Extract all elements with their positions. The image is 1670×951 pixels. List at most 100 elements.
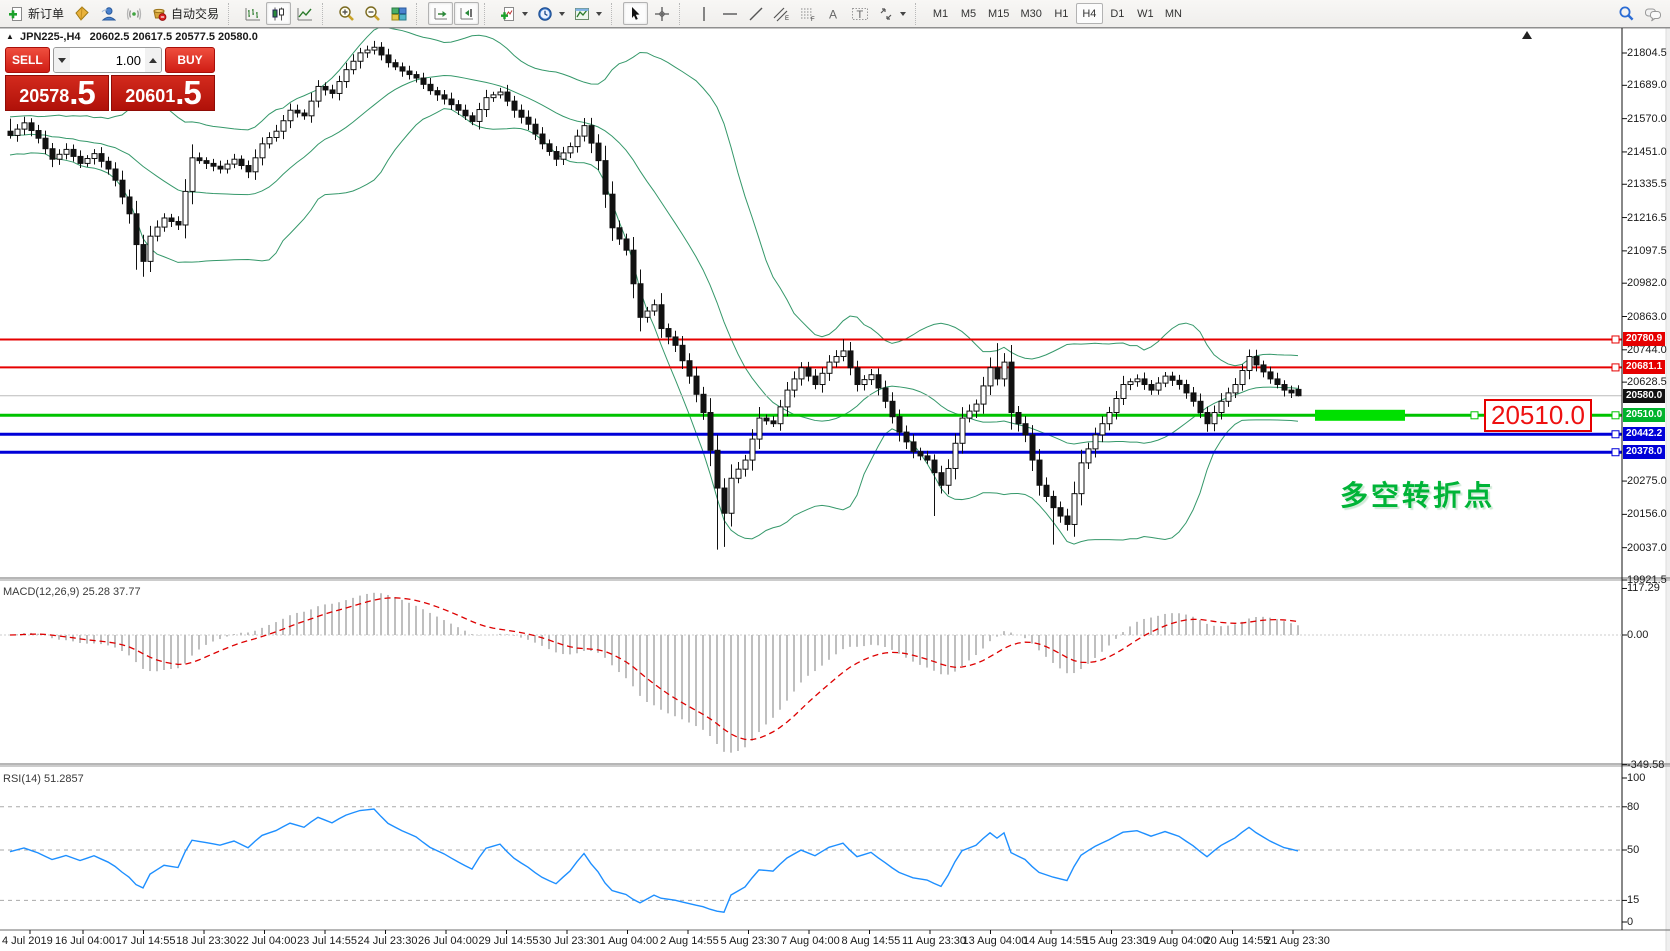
time-axis-label: 14 Aug 14:55 (1023, 935, 1088, 947)
price-tick-label: 19921.5 (1627, 574, 1667, 586)
svg-text:E: E (785, 16, 789, 22)
fibonacci-tool-button[interactable]: F (795, 2, 820, 25)
price-tick-label: 20628.5 (1627, 376, 1667, 389)
line-anchor-handle (1611, 411, 1620, 420)
support-highlight-rect (1315, 409, 1405, 421)
timeframe-button-h1[interactable]: H1 (1048, 3, 1075, 24)
volume-increase-button[interactable] (145, 48, 161, 72)
text-label-icon: T (852, 7, 869, 21)
template-icon (575, 7, 590, 20)
zoom-out-button[interactable] (360, 2, 385, 25)
time-axis-label: 7 Aug 04:00 (781, 935, 840, 947)
symbol-triangle-icon: ▲ (6, 32, 14, 41)
toolbar-separator (322, 2, 330, 25)
toolbar-separator (416, 2, 424, 25)
search-button[interactable] (1614, 2, 1639, 25)
main-toolbar: 新订单 自动交易 (0, 0, 1670, 28)
volume-decrease-button[interactable] (53, 48, 70, 72)
toolbar-separator (679, 2, 687, 25)
templates-button[interactable] (570, 2, 606, 25)
arrows-tool-button[interactable]: A (821, 2, 846, 25)
price-tick-label: 21804.5 (1627, 47, 1667, 59)
timeframe-button-d1[interactable]: D1 (1104, 3, 1131, 24)
time-axis-label: 13 Aug 04:00 (962, 935, 1028, 947)
timeframe-button-m30[interactable]: M30 (1015, 3, 1046, 24)
tile-windows-button[interactable] (386, 2, 411, 25)
macd-axis-label: 0.00 (1627, 629, 1649, 641)
kite-button[interactable] (69, 2, 94, 25)
svg-text:A: A (829, 7, 837, 21)
time-axis-label: 26 Jul 04:00 (418, 935, 478, 947)
rsi-axis-label: 100 (1627, 772, 1646, 784)
timeframe-button-mn[interactable]: MN (1160, 3, 1187, 24)
auto-trading-button[interactable]: 自动交易 (147, 2, 223, 25)
zoom-in-button[interactable] (334, 2, 359, 25)
line-anchor-handle (1611, 430, 1620, 439)
tile-windows-icon (391, 7, 407, 20)
price-badge: 20780.9 (1623, 332, 1665, 347)
time-axis-label: 2 Aug 14:55 (660, 935, 719, 947)
time-axis-label: 15 Aug 23:30 (1083, 935, 1149, 947)
dropdown-arrow-icon (900, 11, 907, 16)
vertical-line-tool-button[interactable] (691, 2, 716, 25)
profile-button[interactable] (95, 2, 120, 25)
price-badge: 20442.2 (1623, 427, 1665, 442)
indicators-button[interactable] (496, 2, 532, 25)
periods-button[interactable] (533, 2, 569, 25)
price-badge: 20510.0 (1623, 408, 1665, 423)
clock-icon (538, 6, 552, 21)
sell-button[interactable]: SELL (5, 47, 50, 73)
horizontal-line-tool-button[interactable] (717, 2, 742, 25)
equidistant-channel-icon: E (773, 7, 789, 22)
zoom-in-icon (339, 6, 354, 21)
sell-price-display[interactable]: 20578 .5 (5, 75, 109, 111)
chart-title: ▲ JPN225-,H4 20602.5 20617.5 20577.5 205… (6, 31, 258, 43)
auto-scroll-button[interactable] (428, 2, 454, 25)
profile-icon (101, 6, 116, 20)
timeframe-button-m5[interactable]: M5 (955, 3, 982, 24)
time-axis-label: 18 Jul 23:30 (176, 935, 236, 947)
macd-label: MACD(12,26,9) 25.28 37.77 (3, 586, 141, 598)
chart-symbol-period: JPN225-,H4 (19, 31, 81, 43)
chart-shift-icon (460, 7, 473, 19)
timeframe-button-h4[interactable]: H4 (1075, 3, 1103, 24)
price-tick-label: 20275.0 (1627, 475, 1667, 488)
timeframe-button-m15[interactable]: M15 (983, 3, 1014, 24)
time-axis-label: 30 Jul 23:30 (539, 935, 599, 947)
shapes-tool-icon (880, 7, 892, 20)
volume-input[interactable] (69, 48, 145, 72)
bar-chart-button[interactable] (240, 2, 265, 25)
line-anchor-handle (1611, 335, 1620, 344)
volume-stepper (52, 47, 162, 73)
price-tick-label: 21216.5 (1627, 211, 1667, 224)
chat-button[interactable] (1640, 2, 1666, 25)
shapes-tool-button[interactable] (874, 2, 910, 25)
signal-button[interactable] (121, 2, 146, 25)
cursor-button[interactable] (623, 2, 649, 25)
time-axis-label: 24 Jul 23:30 (357, 935, 418, 947)
line-anchor-handle (1611, 448, 1620, 457)
toolbar-separator (915, 2, 923, 25)
channel-tool-button[interactable]: E (769, 2, 794, 25)
text-label-tool-button[interactable]: T (847, 2, 873, 25)
macd-pane-content (0, 592, 1622, 753)
timeframe-button-w1[interactable]: W1 (1132, 3, 1159, 24)
candlestick-chart-button[interactable] (266, 2, 292, 25)
zoom-out-icon (365, 6, 380, 21)
price-tick-label: 21335.5 (1627, 178, 1667, 191)
buy-price-display[interactable]: 20601 .5 (111, 75, 215, 111)
crosshair-button[interactable] (649, 2, 674, 25)
sell-price-frac: .5 (69, 74, 96, 111)
buy-button[interactable]: BUY (165, 47, 215, 73)
price-badge: 20378.0 (1623, 445, 1665, 460)
timeframe-button-m1[interactable]: M1 (927, 3, 954, 24)
chart-shift-button[interactable] (454, 2, 480, 25)
price-annotation-label[interactable]: 20510.0 (1484, 399, 1592, 432)
indicators-add-icon (501, 6, 515, 21)
new-order-button[interactable]: 新订单 (4, 2, 68, 25)
search-icon (1619, 6, 1634, 21)
line-chart-button[interactable] (292, 2, 317, 25)
toolbar-separator (484, 2, 492, 25)
trendline-tool-button[interactable] (743, 2, 768, 25)
